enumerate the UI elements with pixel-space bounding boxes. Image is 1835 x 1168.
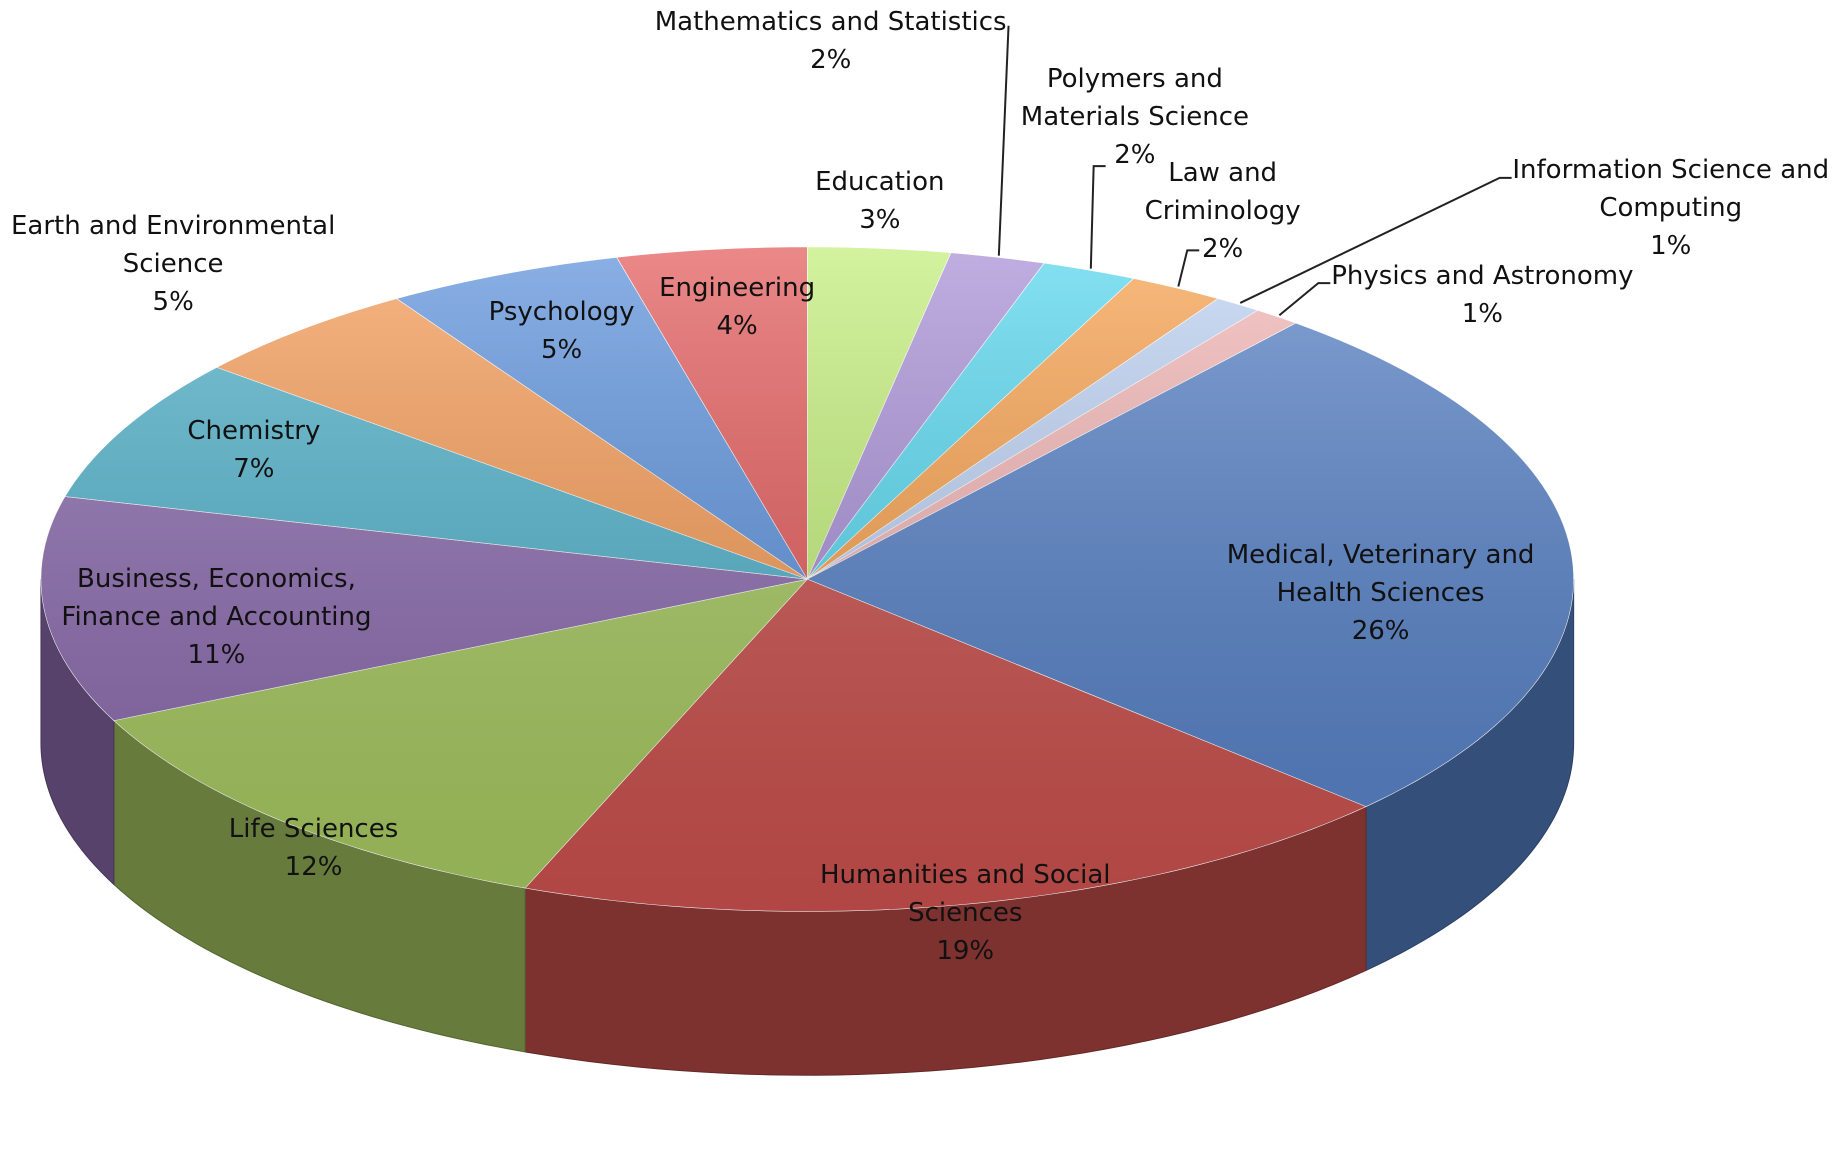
- category-name: Information Science and Computing: [1512, 155, 1830, 224]
- category-name: Law and Criminology: [1144, 157, 1301, 226]
- slice-label: Earth and Environmental Science 5%: [0, 207, 355, 321]
- value-label: 12%: [284, 852, 343, 883]
- slice-label: Medical, Veterinary and Health Sciences 2…: [1205, 536, 1556, 650]
- category-name: Medical, Veterinary and Health Sciences: [1226, 540, 1535, 609]
- value-label: 2%: [1114, 140, 1156, 170]
- value-label: 7%: [233, 454, 275, 485]
- category-name: Psychology: [488, 297, 635, 328]
- slice-label: Information Science and Computing 1%: [1495, 151, 1835, 265]
- category-name: Business, Economics, Finance and Account…: [61, 563, 372, 632]
- slice-label: Life Sciences 12%: [214, 810, 413, 886]
- value-label: 5%: [152, 287, 194, 318]
- category-name: Education: [815, 167, 945, 198]
- value-label: 2%: [810, 44, 852, 75]
- leader-line: [1089, 165, 1106, 269]
- category-name: Engineering: [659, 272, 816, 303]
- value-label: 1%: [1650, 231, 1692, 262]
- value-label: 2%: [1202, 233, 1244, 264]
- category-name: Life Sciences: [228, 814, 399, 845]
- value-label: 11%: [187, 639, 246, 670]
- category-name: Mathematics and Statistics: [654, 6, 1007, 37]
- slice-label: Engineering 4%: [644, 269, 831, 345]
- leader-line: [1239, 176, 1512, 304]
- slice-label: Law and Criminology 2%: [1135, 154, 1311, 268]
- value-label: 1%: [1461, 298, 1503, 329]
- slice-label: Psychology 5%: [474, 293, 650, 369]
- category-name: Physics and Astronomy: [1331, 260, 1634, 291]
- value-label: 5%: [540, 335, 583, 366]
- leader-line: [1278, 282, 1331, 317]
- slice-label: Mathematics and Statistics 2%: [638, 3, 1024, 79]
- slice-label: Business, Economics, Finance and Account…: [41, 560, 392, 674]
- value-label: 19%: [936, 935, 995, 966]
- leader-line: [997, 25, 1010, 256]
- category-name: Chemistry: [187, 416, 321, 447]
- slice-label: Physics and Astronomy 1%: [1313, 257, 1652, 333]
- value-label: 26%: [1351, 616, 1410, 647]
- value-label: 3%: [859, 205, 901, 236]
- leader-line: [1177, 249, 1200, 287]
- slice-label: Education 3%: [786, 163, 973, 239]
- category-name: Earth and Environmental Science: [10, 211, 336, 280]
- slice-label: Humanities and Social Sciences 19%: [801, 856, 1129, 970]
- category-name: Humanities and Social Sciences: [820, 859, 1111, 928]
- slice-label: Chemistry 7%: [172, 412, 336, 488]
- slice-label: Polymers and Materials Science 2%: [1006, 60, 1263, 174]
- category-name: Polymers and Materials Science: [1020, 64, 1250, 132]
- value-label: 4%: [716, 310, 758, 341]
